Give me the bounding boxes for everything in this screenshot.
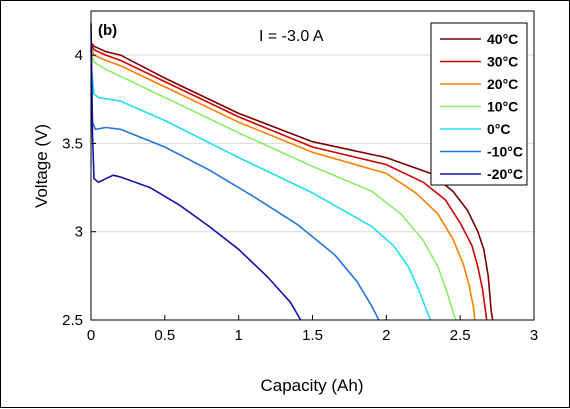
legend-label: 10°C xyxy=(487,99,518,115)
y-axis-label: Voltage (V) xyxy=(32,124,51,208)
tick-layer: 2.5 3 3.5 4 0 0.5 1 1.5 2 2.5 3 xyxy=(62,47,538,344)
y-tick-label: 2.5 xyxy=(62,312,83,329)
x-axis-label: Capacity (Ah) xyxy=(261,376,364,395)
legend-label: 30°C xyxy=(487,54,518,70)
legend: 40°C 30°C 20°C 10°C 0°C -10°C -20°C xyxy=(430,22,528,186)
series-line xyxy=(90,51,457,321)
x-tick-label: 3 xyxy=(530,327,538,344)
series-line xyxy=(90,23,302,321)
legend-label: -10°C xyxy=(487,144,523,160)
x-tick-label: 1.5 xyxy=(302,327,323,344)
series-line xyxy=(90,63,432,321)
legend-label: -20°C xyxy=(487,166,523,182)
x-tick-label: 0.5 xyxy=(154,327,175,344)
series-line xyxy=(90,44,488,321)
legend-label: 20°C xyxy=(487,76,518,92)
current-annotation: I = -3.0 A xyxy=(259,28,324,45)
series-line xyxy=(90,47,476,321)
series-line xyxy=(90,46,380,321)
y-tick-label: 3.5 xyxy=(62,135,83,152)
y-tick-label: 4 xyxy=(75,47,83,64)
legend-box xyxy=(430,22,528,186)
legend-label: 0°C xyxy=(487,121,511,137)
x-tick-label: 2 xyxy=(382,327,390,344)
x-tick-label: 0 xyxy=(87,327,95,344)
y-tick-label: 3 xyxy=(75,224,83,241)
panel-label: (b) xyxy=(98,22,117,39)
x-tick-label: 2.5 xyxy=(450,327,471,344)
x-tick-label: 1 xyxy=(234,327,242,344)
legend-label: 40°C xyxy=(487,31,518,47)
